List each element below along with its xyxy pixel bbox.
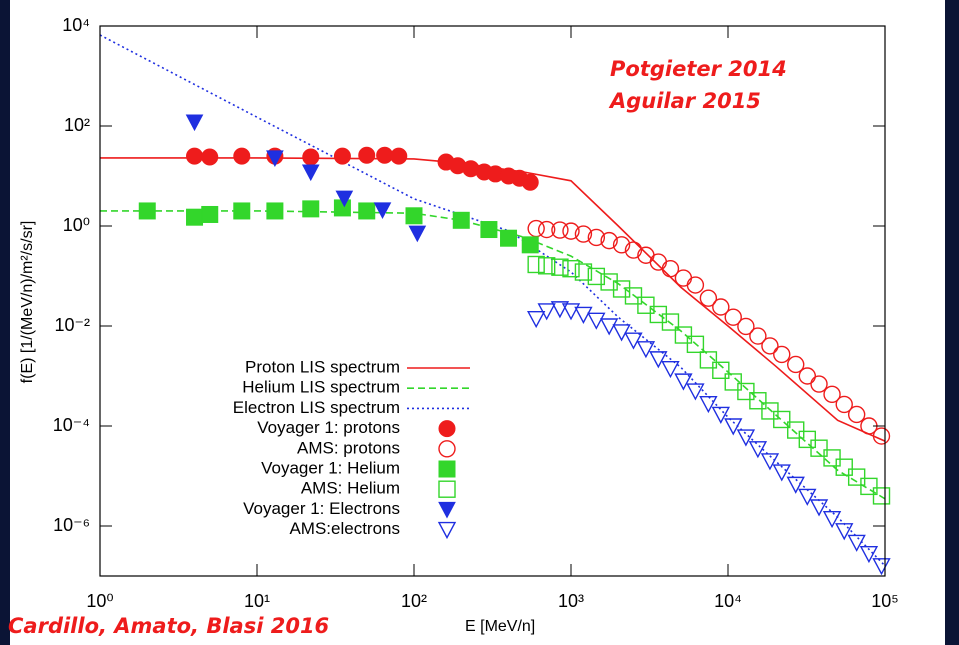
annotation: Cardillo, Amato, Blasi 2016 <box>8 614 329 638</box>
data-point <box>481 222 497 238</box>
data-point <box>359 147 375 163</box>
page: {"chart_data": { "type": "scatter", "x_l… <box>0 0 959 645</box>
data-point <box>334 148 350 164</box>
x-tick-label: 10³ <box>558 591 584 611</box>
chart: Potgieter 2014 Aguilar 2015 Cardillo, Am… <box>0 0 959 645</box>
legend-swatch <box>439 461 455 477</box>
x-tick-label: 10² <box>401 591 427 611</box>
legend-label: Helium LIS spectrum <box>242 378 400 397</box>
legend-label: AMS: Helium <box>301 479 400 498</box>
data-point <box>501 230 517 246</box>
y-tick-label: 10⁰ <box>63 215 90 235</box>
legend-label: Voyager 1: Electrons <box>243 499 400 518</box>
x-tick-label: 10⁰ <box>86 591 113 611</box>
data-point <box>303 149 319 165</box>
y-tick-label: 10⁻² <box>54 315 90 335</box>
data-point <box>187 209 203 225</box>
legend-swatch <box>439 421 455 437</box>
data-point <box>522 174 538 190</box>
x-axis-label: E [MeV/n] <box>465 618 535 635</box>
data-point <box>391 148 407 164</box>
data-point <box>303 201 319 217</box>
legend-label: AMS:electrons <box>289 519 400 538</box>
x-tick-label: 10⁴ <box>714 591 742 611</box>
data-point <box>234 148 250 164</box>
legend-label: Proton LIS spectrum <box>245 357 400 376</box>
data-point <box>377 147 393 163</box>
y-tick-label: 10² <box>64 115 90 135</box>
data-point <box>359 203 375 219</box>
y-tick-label: 10⁴ <box>62 15 90 35</box>
legend-label: Electron LIS spectrum <box>233 398 400 417</box>
legend-label: Voyager 1: Helium <box>261 458 400 477</box>
annotation: Potgieter 2014 <box>610 57 787 81</box>
data-point <box>187 148 203 164</box>
x-tick-label: 10¹ <box>244 591 270 611</box>
data-point <box>139 203 155 219</box>
data-point <box>267 203 283 219</box>
annotation: Aguilar 2015 <box>608 89 761 113</box>
y-tick-label: 10⁻⁶ <box>53 515 90 535</box>
x-tick-label: 10⁵ <box>871 591 898 611</box>
panel <box>10 0 945 645</box>
data-point <box>453 212 469 228</box>
data-point <box>202 149 218 165</box>
legend-label: Voyager 1: protons <box>257 418 400 437</box>
data-point <box>522 237 538 253</box>
data-point <box>406 208 422 224</box>
y-axis-label: f(E) [1/(MeV/n)/m²/s/sr] <box>19 221 36 384</box>
data-point <box>234 203 250 219</box>
y-tick-label: 10⁻⁴ <box>53 415 90 435</box>
data-point <box>202 206 218 222</box>
legend-label: AMS: protons <box>297 438 400 457</box>
